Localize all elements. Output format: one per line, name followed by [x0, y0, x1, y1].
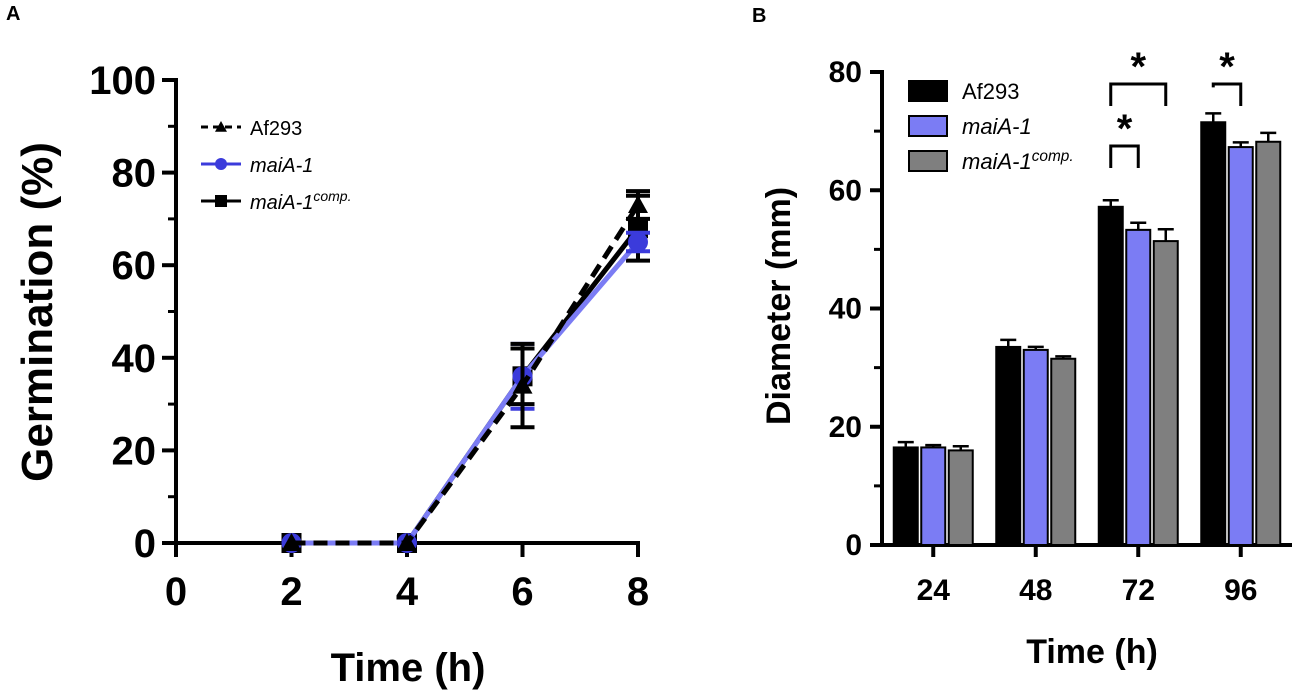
panel-a-label: A [6, 3, 20, 25]
panel-a-legend-label: maiA-1 [250, 155, 313, 177]
panel-b-significance-bracket [1109, 82, 1168, 106]
panel-b-bar [947, 449, 974, 546]
panel-b-legend-label: maiA-1comp. [962, 148, 1074, 174]
panel-a-x-tick-label: 6 [511, 570, 533, 614]
panel-a-y-tick-label: 20 [112, 429, 157, 473]
panel-a-y-tick-label: 40 [112, 337, 157, 381]
panel-b-significance-bracket [1211, 82, 1243, 106]
panel-a-series-line [291, 226, 640, 546]
panel-b-y-tick-label: 80 [829, 56, 862, 89]
panel-b-bar [1050, 357, 1077, 546]
panel-a-x-tick-label: 2 [280, 570, 302, 614]
panel-b-axes: 0 20 40 60 80 24 48 72 96 [829, 56, 1292, 607]
data-point-triangle [628, 195, 648, 214]
panel-a-x-tick-label: 4 [396, 570, 419, 614]
panel-b-y-tick-label: 20 [829, 411, 862, 444]
panel-b-x-tick-label: 48 [1019, 574, 1052, 607]
panel-a-ylabel: Germination (%) [13, 142, 62, 482]
panel-a-x-tick-label: 8 [627, 570, 649, 614]
panel-b-bar [1227, 146, 1254, 546]
panel-b-bar [892, 446, 919, 547]
panel-b-significance-star: * [1117, 107, 1133, 151]
panel-b: B Diameter (mm) Time (h) 0 20 40 60 80 24 48 72… [752, 5, 1292, 671]
data-point-triangle [397, 533, 417, 551]
panel-a: A Germination (%) Time (h) 0204060801000… [6, 3, 650, 690]
panel-b-y-tick-label: 0 [845, 529, 862, 562]
panel-a-axes: 0 20 40 60 80 100 0 2 4 6 8 [89, 59, 649, 614]
data-point-square [215, 195, 227, 207]
panel-a-plot-area [281, 189, 650, 553]
panel-b-plot-area: * * * [892, 45, 1282, 547]
panel-b-ylabel: Diameter (mm) [760, 187, 798, 425]
panel-b-bar [995, 345, 1022, 546]
panel-b-y-tick-label: 40 [829, 293, 862, 326]
panel-a-y-tick-label: 0 [134, 522, 156, 566]
panel-a-series-line [291, 203, 641, 546]
panel-b-significance-bracket [1109, 144, 1140, 168]
panel-b-significance-star: * [1130, 45, 1146, 89]
panel-b-significance-star: * [1219, 45, 1235, 89]
panel-a-y-tick-label: 100 [89, 59, 156, 103]
data-point-triangle [215, 121, 227, 132]
panel-b-legend: Af293 maiA-1 maiA-1comp. [908, 79, 1074, 174]
panel-b-x-tick-label: 72 [1122, 574, 1155, 607]
panel-b-bar [1125, 228, 1152, 547]
panel-b-bar [1200, 121, 1227, 546]
panel-a-legend: Af293 maiA-1 maiA-1comp. [201, 118, 351, 214]
data-point-triangle [512, 375, 533, 394]
panel-a-y-tick-label: 60 [112, 244, 157, 288]
panel-b-legend-swatch [908, 80, 948, 102]
panel-b-bar [1152, 240, 1179, 546]
panel-b-bar [1022, 348, 1049, 547]
data-point-circle [628, 232, 648, 253]
data-point-triangle [281, 533, 302, 551]
panel-a-x-tick-label: 0 [165, 570, 187, 614]
panel-a-legend-label: Af293 [250, 118, 302, 140]
panel-b-xlabel: Time (h) [1026, 633, 1158, 671]
panel-b-label: B [752, 5, 766, 27]
panel-b-bar [920, 446, 947, 547]
panel-b-bar [1097, 205, 1124, 546]
panel-b-x-tick-label: 96 [1224, 574, 1257, 607]
panel-a-legend-label: maiA-1comp. [250, 188, 351, 214]
panel-b-legend-swatch [908, 150, 948, 172]
data-point-circle [215, 158, 227, 170]
panel-b-legend-swatch [908, 115, 948, 137]
panel-b-legend-label: maiA-1 [962, 114, 1032, 139]
panel-a-xlabel: Time (h) [331, 646, 486, 690]
panel-b-y-tick-label: 60 [829, 174, 862, 207]
panel-b-x-tick-label: 24 [917, 574, 951, 607]
panel-b-legend-label: Af293 [962, 79, 1020, 104]
panel-b-bar [1255, 140, 1282, 547]
panel-a-y-tick-label: 80 [112, 152, 157, 196]
